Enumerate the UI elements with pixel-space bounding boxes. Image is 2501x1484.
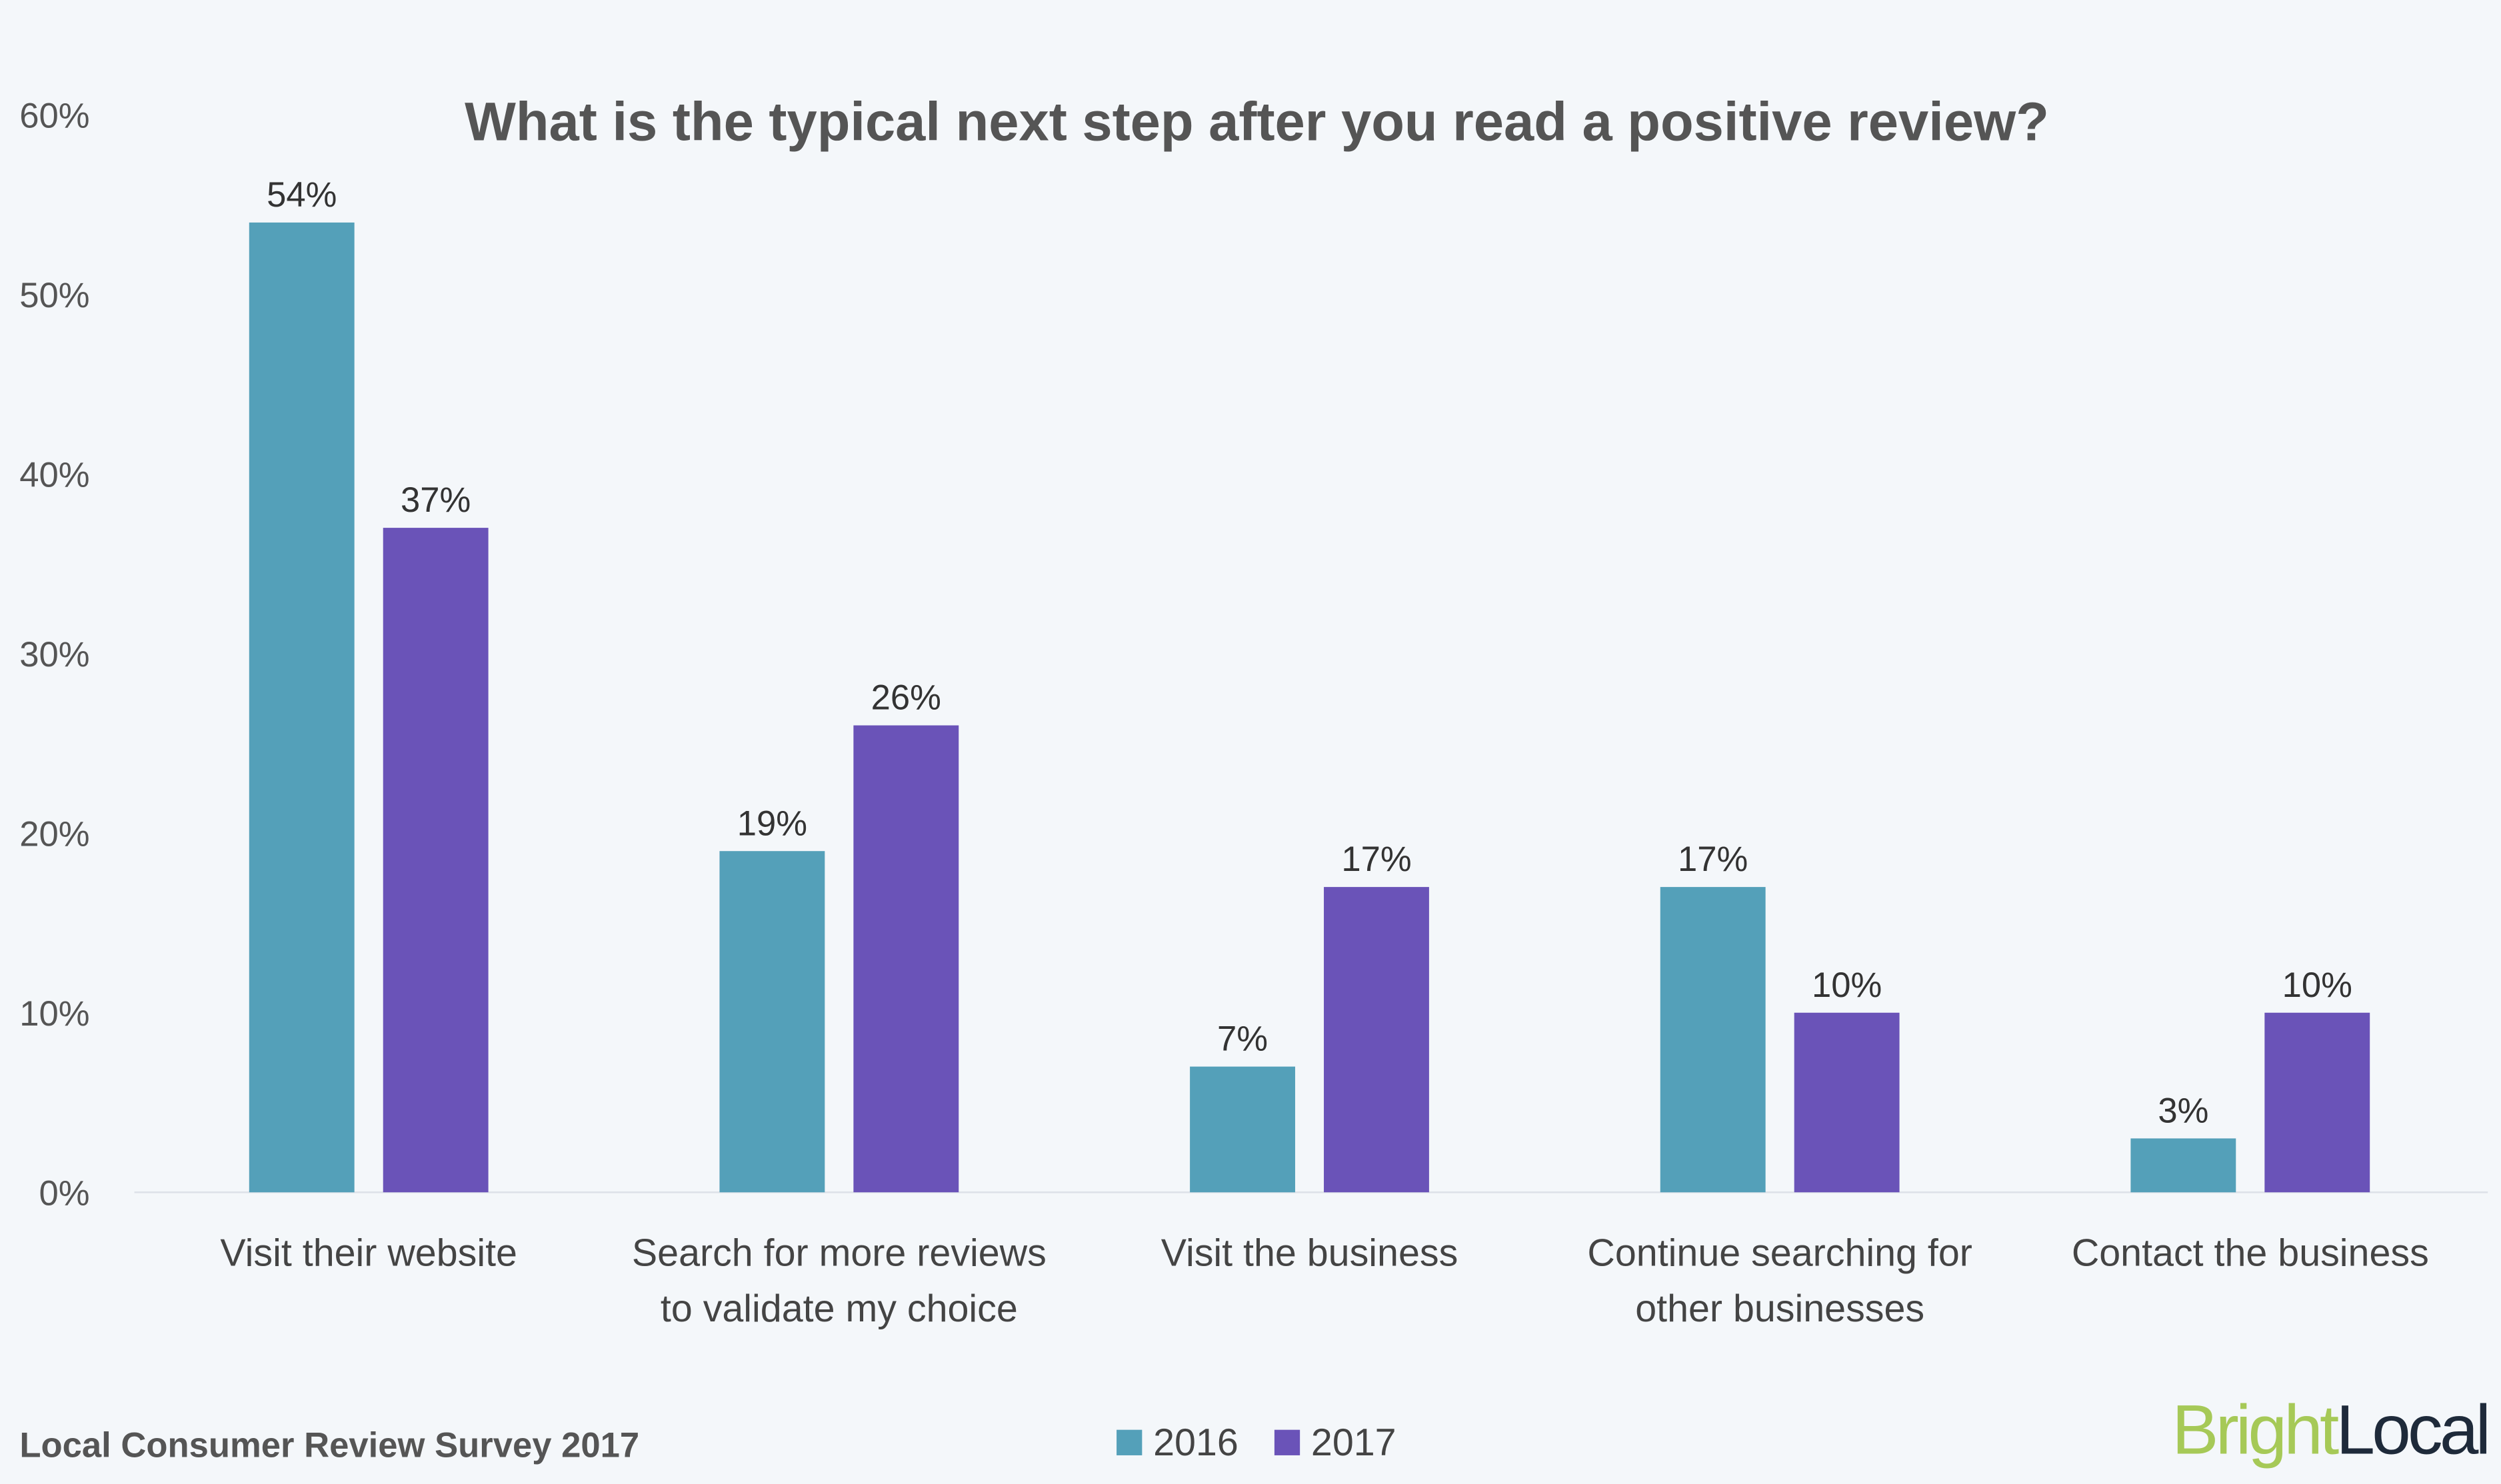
- x-axis: Visit their website Search for more revie…: [220, 1231, 2428, 1330]
- legend-label: 2017: [1311, 1421, 1396, 1464]
- y-tick-label: 60%: [19, 96, 89, 135]
- data-label: 17%: [1341, 840, 1411, 879]
- bar-2016-0: [249, 222, 355, 1193]
- category-label: Visit their website: [220, 1231, 517, 1274]
- bar-2017-2: [1324, 887, 1429, 1193]
- data-label: 19%: [737, 804, 807, 843]
- bar-2017-4: [2264, 1012, 2370, 1193]
- chart-title: What is the typical next step after you …: [465, 92, 2049, 153]
- category-label: Search for more reviews: [632, 1231, 1047, 1274]
- bar-2016-2: [1190, 1066, 1295, 1193]
- category-label: Continue searching for: [1587, 1231, 1972, 1274]
- y-tick-label: 40%: [19, 455, 89, 494]
- y-tick-label: 50%: [19, 276, 89, 315]
- y-tick-label: 20%: [19, 814, 89, 854]
- y-tick-label: 10%: [19, 994, 89, 1034]
- category-label: to validate my choice: [661, 1287, 1018, 1330]
- bar-2016-3: [1660, 887, 1766, 1193]
- category-label: Contact the business: [2072, 1231, 2429, 1274]
- data-label: 10%: [2282, 966, 2352, 1005]
- y-tick-label: 0%: [39, 1173, 90, 1213]
- data-label: 17%: [1678, 840, 1748, 879]
- legend-swatch-2017: [1274, 1429, 1300, 1455]
- data-label: 10%: [1812, 966, 1882, 1005]
- bar-2017-1: [853, 725, 959, 1193]
- category-label: Visit the business: [1161, 1231, 1458, 1274]
- legend-swatch-2016: [1117, 1429, 1143, 1455]
- bar-2017-0: [383, 528, 489, 1193]
- data-label: 3%: [2158, 1091, 2208, 1130]
- y-tick-label: 30%: [19, 635, 89, 674]
- data-label: 37%: [401, 480, 471, 520]
- bar-2017-3: [1794, 1012, 1900, 1193]
- category-label: other businesses: [1635, 1287, 1924, 1330]
- legend: 2016 2017: [1117, 1421, 1396, 1464]
- source-label: Local Consumer Review Survey 2017: [19, 1425, 639, 1465]
- data-label: 54%: [267, 175, 337, 215]
- data-label: 26%: [871, 678, 941, 718]
- y-axis: 0% 10% 20% 30% 40% 50% 60%: [19, 96, 89, 1213]
- bar-2016-1: [719, 851, 825, 1193]
- legend-label: 2016: [1153, 1421, 1239, 1464]
- logo-local: Local: [2336, 1391, 2488, 1469]
- bar-2016-4: [2130, 1138, 2236, 1193]
- brightlocal-logo: BrightLocal: [2172, 1391, 2488, 1469]
- bars: 54% 19% 7% 17% 3% 37% 26% 17% 10% 10%: [249, 175, 2370, 1193]
- data-label: 7%: [1217, 1020, 1268, 1059]
- logo-bright: Bright: [2172, 1391, 2339, 1469]
